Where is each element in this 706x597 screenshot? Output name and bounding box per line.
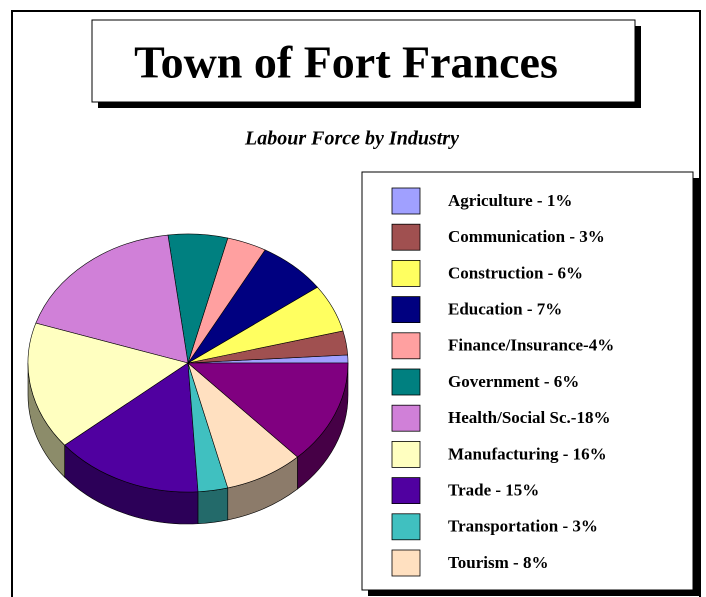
legend-swatch bbox=[391, 404, 421, 432]
title-box bbox=[91, 19, 636, 103]
legend-label: Government - 6% bbox=[448, 372, 579, 391]
legend-swatch bbox=[391, 223, 421, 251]
legend-swatch bbox=[391, 332, 421, 360]
legend-swatch bbox=[391, 368, 421, 396]
legend-swatch bbox=[391, 477, 421, 505]
legend-label: Education - 7% bbox=[448, 300, 562, 319]
legend-swatch bbox=[391, 513, 421, 541]
legend-label: Health/Social Sc.-18% bbox=[448, 408, 610, 427]
legend-label: Communication - 3% bbox=[448, 227, 605, 246]
legend-label: Transportation - 3% bbox=[448, 517, 598, 536]
frame bbox=[11, 10, 701, 597]
slice-side bbox=[197, 487, 229, 525]
slice bbox=[35, 234, 189, 364]
legend-swatch bbox=[391, 187, 421, 215]
slice bbox=[27, 322, 189, 446]
slice bbox=[187, 362, 349, 458]
legend-label: Construction - 6% bbox=[448, 263, 583, 282]
legend-swatch bbox=[391, 296, 421, 324]
legend-label: Tourism - 8% bbox=[448, 553, 548, 572]
legend-label: Manufacturing - 16% bbox=[448, 444, 607, 463]
legend-label: Finance/Insurance-4% bbox=[448, 336, 614, 355]
legend-swatch bbox=[391, 259, 421, 287]
legend-swatch bbox=[391, 440, 421, 468]
chart-subtitle: Labour Force by Industry bbox=[244, 128, 459, 150]
legend-label: Agriculture - 1% bbox=[448, 191, 572, 210]
legend-label: Trade - 15% bbox=[448, 481, 539, 500]
legend-swatch bbox=[391, 549, 421, 577]
chart-title: Town of Fort Frances bbox=[134, 37, 558, 88]
slice bbox=[64, 362, 199, 493]
